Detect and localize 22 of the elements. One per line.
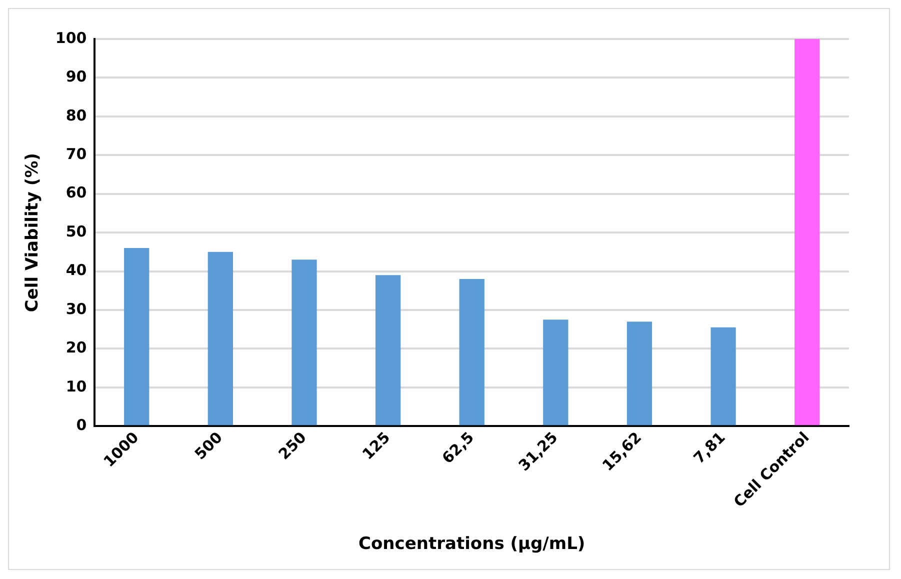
bar (459, 278, 484, 426)
y-tick-label: 40 (66, 261, 87, 280)
y-tick-label: 50 (66, 222, 87, 240)
y-axis-title: Cell Viability (%) (22, 152, 43, 312)
y-tick-label: 10 (66, 377, 87, 396)
bar (543, 320, 568, 426)
y-tick-label: 70 (66, 145, 87, 164)
y-tick-label: 80 (66, 106, 87, 124)
bar (375, 275, 401, 426)
bar (124, 248, 150, 426)
y-tick-label: 100 (55, 28, 87, 47)
y-tick-label: 60 (66, 184, 87, 202)
x-axis-title: Concentrations (µg/mL) (358, 534, 586, 554)
y-tick-label: 20 (66, 338, 87, 357)
bar (292, 260, 317, 426)
bar (208, 252, 233, 426)
bar (710, 327, 736, 426)
bar (626, 322, 652, 426)
y-tick-label: 30 (66, 300, 87, 318)
y-tick-label: 90 (66, 68, 87, 86)
y-tick-label: 0 (76, 416, 87, 434)
bar (794, 39, 820, 426)
